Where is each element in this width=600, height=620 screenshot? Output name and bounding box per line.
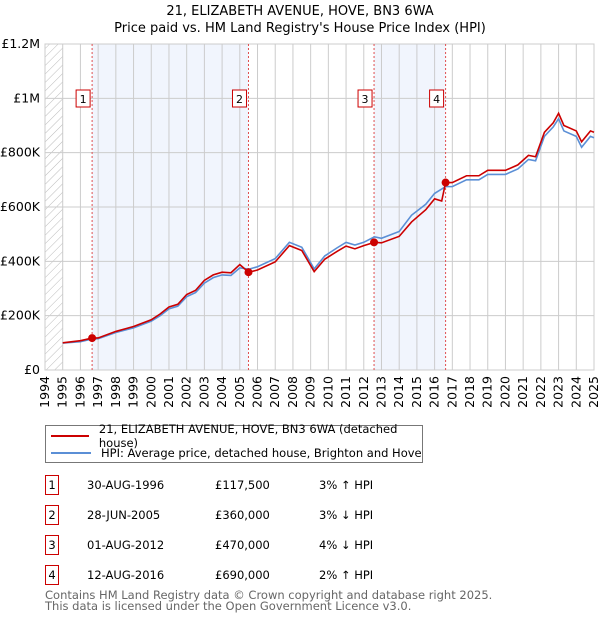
x-tick-label: 2002: [179, 376, 194, 408]
x-tick-label: 1994: [37, 376, 52, 408]
sale-hpi-diff: 3% ↓ HPI: [319, 508, 374, 522]
x-tick-label: 1996: [72, 376, 87, 408]
y-tick-label: £800K: [0, 145, 41, 160]
y-tick-label: £1.2M: [1, 36, 40, 51]
x-tick-label: 2012: [356, 376, 371, 408]
x-tick-label: 2019: [480, 376, 495, 408]
sale-point: [244, 268, 253, 277]
sale-row: 4 12-AUG-2016 £690,000 2% ↑ HPI: [45, 565, 445, 585]
sale-marker-number: 3: [45, 535, 59, 555]
sale-price: £690,000: [215, 568, 270, 582]
x-tick-label: 2025: [586, 376, 600, 408]
sale-label: 2: [236, 93, 243, 106]
x-tick-label: 2022: [533, 376, 548, 408]
legend-label-property: 21, ELIZABETH AVENUE, HOVE, BN3 6WA (det…: [98, 422, 398, 450]
sale-hpi-diff: 3% ↑ HPI: [319, 478, 374, 492]
x-tick-label: 2005: [232, 376, 247, 408]
x-tick-label: 1998: [108, 376, 123, 408]
x-tick-label: 2016: [427, 376, 442, 408]
sale-label: 1: [80, 93, 87, 106]
sale-date: 12-AUG-2016: [87, 568, 165, 582]
chart-title: 21, ELIZABETH AVENUE, HOVE, BN3 6WA: [166, 4, 434, 19]
sale-point: [88, 334, 97, 343]
x-tick-label: 2008: [285, 376, 300, 408]
legend-swatch-hpi: [51, 452, 91, 454]
sale-row: 1 30-AUG-1996 £117,500 3% ↑ HPI: [45, 475, 445, 495]
chart-subtitle: Price paid vs. HM Land Registry's House …: [114, 21, 486, 36]
sale-hpi-diff: 4% ↓ HPI: [319, 538, 374, 552]
sale-label-box: [231, 89, 247, 108]
x-tick-label: 1999: [126, 376, 141, 408]
legend: 21, ELIZABETH AVENUE, HOVE, BN3 6WA (det…: [45, 422, 423, 463]
x-tick-label: 2018: [462, 376, 477, 408]
sale-point: [441, 178, 450, 187]
x-tick-label: 2013: [373, 376, 388, 408]
plot-border: [44, 43, 595, 371]
footer-line-2: This data is licensed under the Open Gov…: [45, 599, 412, 613]
sale-marker-number: 4: [45, 565, 59, 585]
x-tick-label: 2003: [196, 376, 211, 408]
sale-label-box: [75, 89, 91, 108]
y-tick-label: £600K: [0, 199, 41, 214]
sale-label-box: [429, 89, 445, 108]
x-tick-label: 2000: [143, 376, 158, 408]
sale-label-box: [357, 89, 373, 108]
x-tick-label: 2020: [497, 376, 512, 408]
x-tick-label: 2023: [551, 376, 566, 408]
x-tick-label: 2011: [338, 376, 353, 408]
y-tick-label: £400K: [0, 253, 41, 268]
sale-marker-number: 2: [45, 505, 59, 525]
sale-label: 3: [362, 93, 369, 106]
x-tick-label: 2017: [444, 376, 459, 408]
sale-row: 2 28-JUN-2005 £360,000 3% ↓ HPI: [45, 505, 445, 525]
sale-price: £360,000: [215, 508, 270, 522]
footer-line-1: Contains HM Land Registry data © Crown c…: [45, 588, 493, 602]
sale-date: 30-AUG-1996: [87, 478, 165, 492]
footer: Contains HM Land Registry data © Crown c…: [45, 588, 493, 613]
sale-price: £117,500: [215, 478, 270, 492]
x-tick-label: 2001: [161, 376, 176, 408]
x-tick-label: 2004: [214, 376, 229, 408]
sale-date: 28-JUN-2005: [87, 508, 161, 522]
y-tick-label: £1M: [13, 90, 40, 105]
x-tick-label: 2021: [515, 376, 530, 408]
x-tick-label: 2006: [250, 376, 265, 408]
legend-label-hpi: HPI: Average price, detached house, Brig…: [101, 446, 422, 460]
x-tick-label: 2009: [303, 376, 318, 408]
sale-price: £470,000: [215, 538, 270, 552]
legend-swatch-property: [51, 435, 89, 437]
x-tick-label: 1997: [90, 376, 105, 408]
x-tick-label: 2024: [568, 376, 583, 408]
sale-marker-number: 1: [45, 475, 59, 495]
sale-row: 3 01-AUG-2012 £470,000 4% ↓ HPI: [45, 535, 445, 555]
x-tick-label: 2015: [409, 376, 424, 408]
sale-date: 01-AUG-2012: [87, 538, 165, 552]
y-tick-label: £0: [24, 362, 40, 377]
sale-point: [370, 238, 379, 247]
sale-hpi-diff: 2% ↑ HPI: [319, 568, 374, 582]
x-tick-label: 2010: [320, 376, 335, 408]
hpi-line: [62, 117, 595, 344]
sale-label: 4: [433, 93, 440, 106]
x-tick-label: 1995: [55, 376, 70, 408]
x-tick-label: 2014: [391, 376, 406, 408]
property-line: [62, 111, 595, 344]
y-tick-label: £200K: [0, 308, 41, 323]
x-tick-label: 2007: [267, 376, 282, 408]
